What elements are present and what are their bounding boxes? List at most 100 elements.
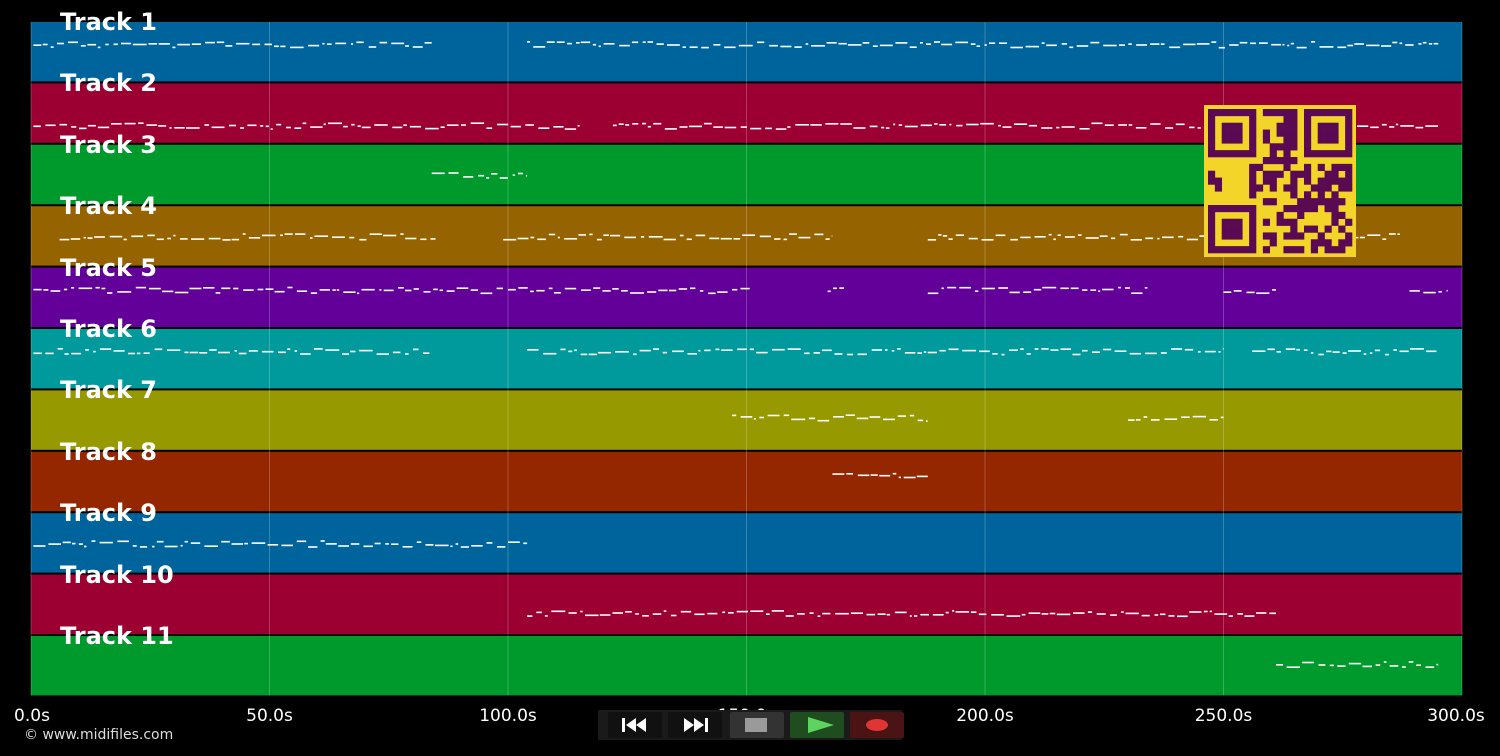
midi-note [1385, 353, 1389, 356]
midi-note [310, 126, 323, 128]
midi-note [186, 127, 200, 129]
midi-note [689, 125, 702, 128]
midi-note [42, 43, 48, 46]
midi-note [124, 122, 136, 125]
midi-note [1128, 419, 1135, 421]
midi-note [1104, 124, 1114, 126]
midi-note [368, 46, 377, 48]
midi-note [1363, 353, 1367, 355]
midi-note [992, 353, 998, 355]
midi-note [737, 348, 747, 351]
midi-note [897, 415, 906, 417]
midi-note [1399, 350, 1409, 353]
midi-note [991, 614, 1004, 616]
midi-note [914, 615, 918, 617]
midi-note [835, 612, 849, 615]
midi-note [999, 42, 1007, 44]
midi-note [132, 43, 147, 46]
midi-note [1246, 291, 1255, 294]
midi-note [93, 350, 96, 353]
rewind-button[interactable] [608, 712, 662, 738]
midi-note [152, 545, 155, 548]
midi-note [564, 287, 577, 290]
midi-note [446, 124, 459, 126]
midi-note [653, 122, 662, 125]
midi-note [872, 45, 878, 47]
midi-note [1337, 665, 1346, 667]
midi-note [294, 350, 297, 352]
midi-note [548, 287, 553, 290]
midi-note [955, 41, 969, 44]
midi-note [989, 42, 996, 44]
midi-note [280, 45, 286, 48]
midi-note [257, 288, 264, 291]
midi-note [308, 546, 318, 548]
midi-note [424, 42, 432, 44]
midi-note [537, 238, 546, 241]
midi-note [680, 610, 692, 613]
midi-note [242, 233, 246, 235]
midi-note [461, 124, 466, 126]
record-button[interactable] [850, 712, 904, 738]
midi-note [184, 351, 189, 354]
midi-note [1010, 46, 1023, 49]
midi-note [934, 123, 938, 125]
midi-note [1125, 612, 1139, 615]
midi-note [1415, 126, 1424, 129]
midi-note [1382, 238, 1387, 240]
midi-note [678, 288, 688, 290]
midi-note [497, 546, 506, 548]
midi-note [270, 128, 273, 130]
midi-note [612, 612, 623, 614]
midi-note [221, 287, 231, 290]
midi-note [1110, 614, 1117, 616]
midi-note [225, 45, 233, 47]
midi-note [894, 611, 907, 614]
midi-note [383, 289, 394, 292]
midi-note [190, 542, 201, 544]
qr-code[interactable] [1204, 105, 1356, 257]
midi-note [1162, 236, 1174, 239]
midi-note [811, 45, 825, 47]
midi-note [1397, 233, 1400, 235]
midi-note [578, 234, 586, 236]
midi-note [209, 349, 217, 351]
midi-note [1025, 45, 1039, 48]
track-notes [59, 233, 1400, 241]
midi-note [164, 545, 178, 548]
midi-note [400, 233, 404, 235]
midi-note [33, 44, 42, 46]
midi-note [1209, 610, 1212, 613]
midi-note [1428, 43, 1433, 45]
midi-note [470, 122, 485, 124]
midi-note [199, 352, 208, 354]
midi-note [870, 474, 878, 476]
midi-note [722, 611, 726, 614]
midi-note [1186, 238, 1199, 241]
midi-note [1276, 664, 1284, 666]
midi-note [648, 236, 663, 238]
midi-note [527, 615, 533, 617]
midi-note [619, 44, 630, 47]
midi-note [357, 125, 361, 127]
midi-note [391, 42, 405, 45]
midi-note [1121, 611, 1124, 613]
midi-note [568, 350, 573, 353]
track-lane [31, 329, 1462, 389]
midi-note [290, 46, 304, 49]
midi-note [624, 236, 636, 239]
midi-note [95, 286, 100, 289]
midi-note [1329, 664, 1334, 667]
midi-note [1154, 614, 1159, 616]
fast-forward-button[interactable] [668, 712, 722, 738]
track-label: Track 9 [60, 499, 158, 528]
midi-note [1192, 415, 1207, 418]
midi-note [1228, 615, 1233, 617]
midi-note [753, 418, 756, 420]
stop-button[interactable] [730, 712, 784, 738]
midi-note [543, 352, 557, 355]
play-button[interactable] [790, 712, 844, 738]
midi-note [248, 350, 258, 352]
midi-note [869, 416, 881, 418]
midi-note [313, 348, 323, 350]
